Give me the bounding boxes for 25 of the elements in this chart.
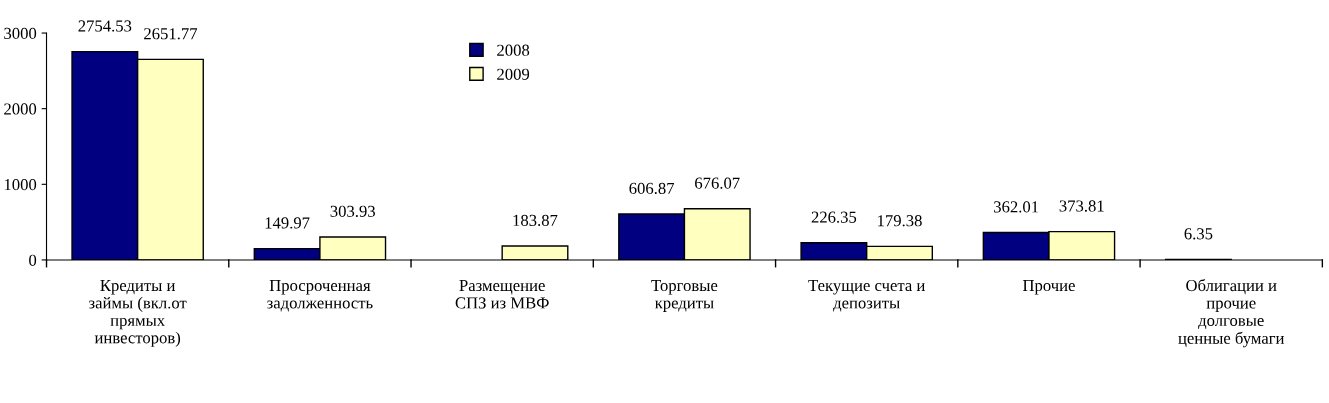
data-label: 226.35: [811, 211, 857, 223]
data-label: 606.87: [629, 182, 675, 195]
data-label: 362.01: [994, 201, 1039, 213]
data-label: 303.93: [330, 205, 375, 217]
data-label: 6.35: [1184, 228, 1213, 240]
legend-label: 2008: [497, 44, 530, 56]
data-label: 179.38: [878, 215, 922, 227]
y-tick-label: 0: [29, 254, 37, 266]
x-tick-label: Прочие: [1022, 280, 1075, 295]
data-label: 183.87: [513, 214, 558, 227]
x-tick-label: Облигации и прочие долговые ценные бумаги: [1178, 279, 1285, 348]
data-label: 676.07: [695, 177, 740, 189]
x-tick-label: Торговые кредиты: [651, 280, 718, 312]
x-tick-label: Текущие счета и депозиты: [808, 279, 925, 312]
y-tick-label: 3000: [4, 27, 37, 39]
x-tick-label: Кредиты и займы (вкл.от прямых инвесторов): [89, 280, 187, 347]
data-label: 2651.77: [144, 28, 198, 40]
data-label: 2754.53: [78, 20, 132, 32]
y-tick-label: 1000: [4, 179, 37, 191]
x-tick-label: Просроченная задолженность: [267, 280, 373, 312]
data-label: 373.81: [1059, 200, 1104, 212]
legend-label: 2009: [497, 68, 530, 80]
x-tick-label: Размещение СПЗ из МВФ: [455, 280, 549, 309]
data-label: 149.97: [265, 217, 310, 229]
y-tick-label: 2000: [4, 103, 37, 115]
